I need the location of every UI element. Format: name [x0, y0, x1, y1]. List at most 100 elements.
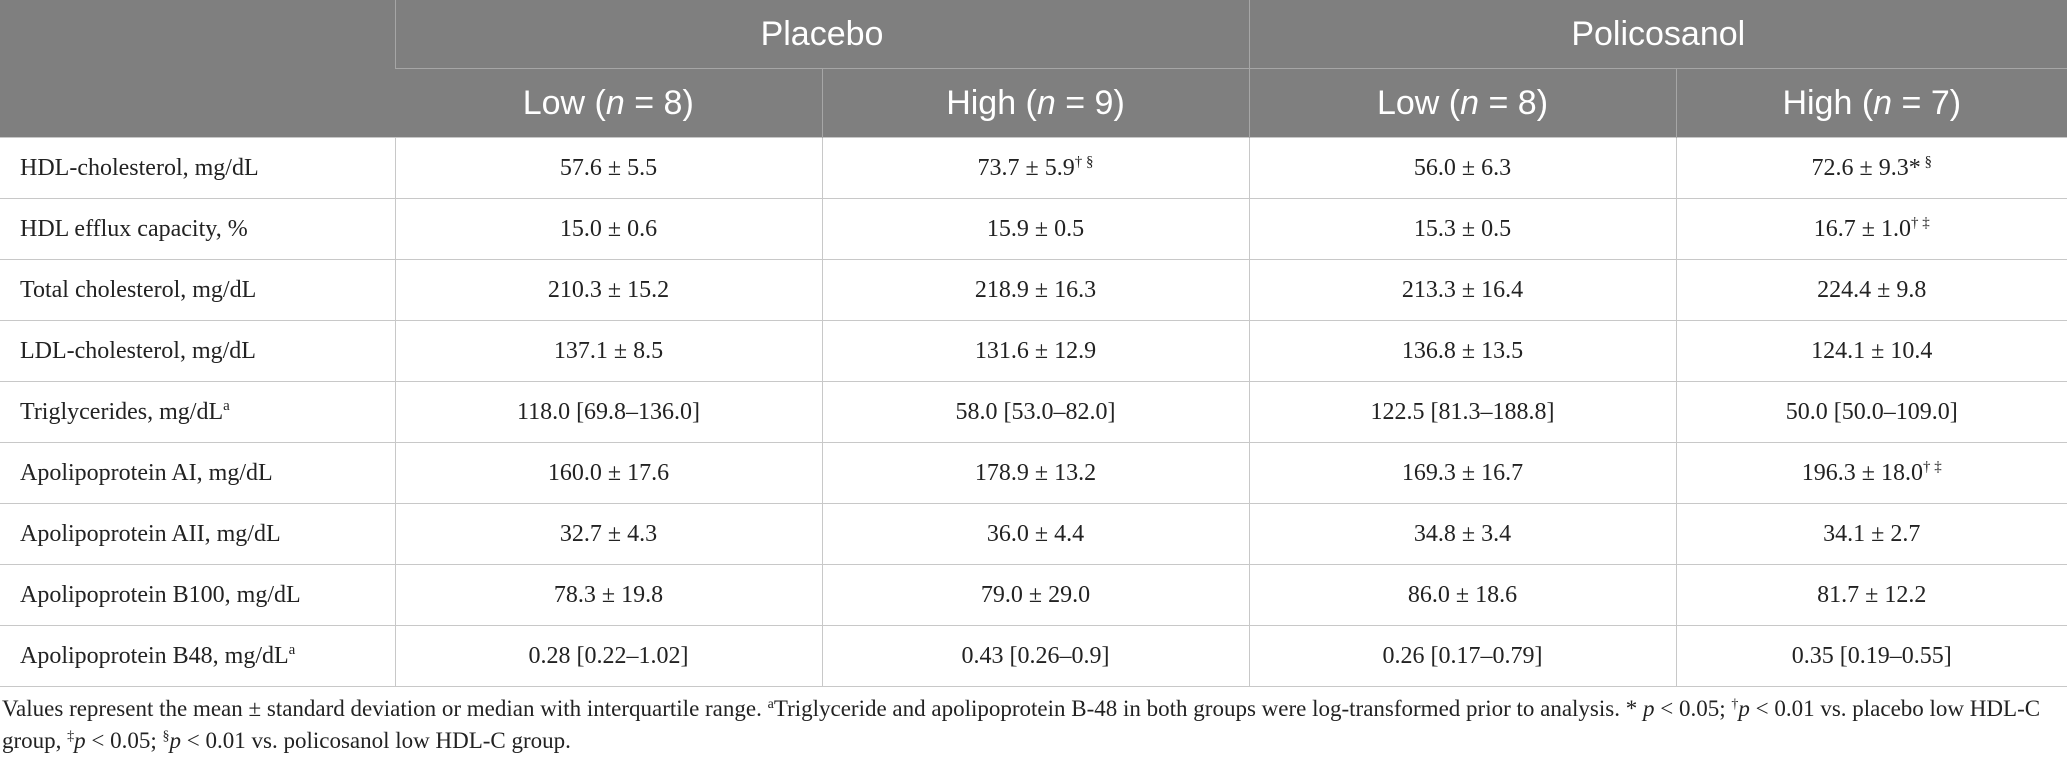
value-text: 36.0 ± 4.4 [986, 520, 1085, 547]
data-row: Apolipoprotein AI, mg/dL 160.0 ± 17.6 178.… [0, 442, 2067, 504]
row-label-text: Apolipoprotein B100, mg/dL [20, 581, 301, 608]
value-cell: 15.9 ± 0.5 [821, 198, 1250, 260]
footnote-segment: p [74, 728, 86, 753]
value-text: 137.1 ± 8.5 [553, 337, 664, 364]
footnote: Values represent the mean ± standard dev… [0, 687, 2067, 757]
row-label: LDL-cholesterol, mg/dL [0, 320, 396, 382]
footnote-segment: < 0.05; [85, 728, 163, 753]
value-cell: 32.7 ± 4.3 [394, 503, 823, 565]
value-cell: 78.3 ± 19.8 [394, 564, 823, 626]
subheader: High (n = 7) [1675, 68, 2067, 138]
footnote-segment: ‡ [67, 729, 75, 744]
value-text: 56.0 ± 6.3 [1413, 154, 1512, 181]
value-cell: 34.8 ± 3.4 [1248, 503, 1677, 565]
footnote-segment: Triglyceride and apolipoprotein B-48 in … [773, 696, 1643, 721]
value-cell: 79.0 ± 29.0 [821, 564, 1250, 626]
row-label: Apolipoprotein B48, mg/dLa [0, 625, 396, 687]
value-cell: 131.6 ± 12.9 [821, 320, 1250, 382]
value-text: 122.5 [81.3–188.8] [1370, 398, 1555, 425]
value-cell: 213.3 ± 16.4 [1248, 259, 1677, 321]
value-text: 224.4 ± 9.8 [1817, 276, 1927, 303]
significance-marker: § [1920, 153, 1932, 170]
value-text: 15.3 ± 0.5 [1413, 215, 1512, 242]
value-cell: 0.28 [0.22–1.02] [394, 625, 823, 687]
footnote-segment: < 0.01 vs. policosanol low HDL-C group. [181, 728, 571, 753]
value-cell: 160.0 ± 17.6 [394, 442, 823, 504]
subheader-italic: n [1036, 83, 1056, 122]
data-row: HDL-cholesterol, mg/dL 57.6 ± 5.5 73.7 ± 5… [0, 137, 2067, 199]
value-cell: 0.35 [0.19–0.55] [1675, 625, 2067, 687]
value-cell: 0.26 [0.17–0.79] [1248, 625, 1677, 687]
subheader-text: = 9) [1055, 83, 1125, 122]
value-cell: 16.7 ± 1.0† ‡ [1675, 198, 2067, 260]
value-cell: 86.0 ± 18.6 [1248, 564, 1677, 626]
row-label-text: Total cholesterol, mg/dL [20, 276, 257, 303]
value-cell: 137.1 ± 8.5 [394, 320, 823, 382]
value-text: 131.6 ± 12.9 [974, 337, 1097, 364]
value-text: 79.0 ± 29.0 [980, 581, 1091, 608]
table-body: HDL-cholesterol, mg/dL 57.6 ± 5.5 73.7 ± 5… [0, 137, 2067, 687]
subheader-text: = 7) [1892, 83, 1962, 122]
value-cell: 50.0 [50.0–109.0] [1675, 381, 2067, 443]
subheader: High (n = 9) [821, 68, 1249, 138]
value-cell: 124.1 ± 10.4 [1675, 320, 2067, 382]
row-label-text: HDL efflux capacity, % [20, 215, 248, 242]
value-text: 196.3 ± 18.0 [1801, 459, 1923, 486]
value-text: 16.7 ± 1.0 [1813, 215, 1911, 242]
footnote-segment: p [169, 728, 182, 753]
footnote-segment: Values represent the mean ± standard dev… [2, 696, 768, 721]
row-label-text: Triglycerides, mg/dL [20, 398, 224, 425]
value-text: 34.8 ± 3.4 [1413, 520, 1512, 547]
footnote-segment: < 0.01 vs. placebo low HDL-C group, [2, 696, 2041, 753]
row-label-text: Apolipoprotein B48, mg/dL [20, 642, 289, 669]
group-header: Policosanol [1248, 0, 2067, 69]
value-text: 0.35 [0.19–0.55] [1791, 642, 1952, 669]
value-cell: 178.9 ± 13.2 [821, 442, 1250, 504]
row-label-text: HDL-cholesterol, mg/dL [20, 154, 259, 181]
subheader: Low (n = 8) [395, 68, 822, 138]
subheader-text: High ( [1782, 83, 1874, 122]
row-label-text: Apolipoprotein AI, mg/dL [20, 459, 273, 486]
table-header: Placebo Policosanol Low (n = 8) High (n = 9… [0, 0, 2067, 138]
value-text: 178.9 ± 13.2 [974, 459, 1097, 486]
subheader: Low (n = 8) [1248, 68, 1676, 138]
value-text: 0.43 [0.26–0.9] [961, 642, 1110, 669]
row-label: Triglycerides, mg/dLa [0, 381, 396, 443]
row-label: Apolipoprotein B100, mg/dL [0, 564, 396, 626]
footnote-marker: a [288, 641, 296, 658]
footnote-segment: † [1731, 697, 1739, 712]
footnote-segment: p [1738, 696, 1750, 721]
value-cell: 218.9 ± 16.3 [821, 259, 1250, 321]
value-cell: 34.1 ± 2.7 [1675, 503, 2067, 565]
value-text: 57.6 ± 5.5 [559, 154, 658, 181]
data-row: Apolipoprotein AII, mg/dL 32.7 ± 4.3 36.0 … [0, 503, 2067, 565]
data-row: Total cholesterol, mg/dL 210.3 ± 15.2 218.… [0, 259, 2067, 321]
footnote-segment: § [162, 729, 170, 744]
row-label: Apolipoprotein AI, mg/dL [0, 442, 396, 504]
subheader-italic: n [1460, 83, 1480, 122]
data-table: Placebo Policosanol Low (n = 8) High (n = 9… [0, 0, 2067, 687]
value-cell: 15.3 ± 0.5 [1248, 198, 1677, 260]
value-text: 0.28 [0.22–1.02] [528, 642, 689, 669]
value-text: 50.0 [50.0–109.0] [1785, 398, 1958, 425]
subheader-text: Low ( [522, 83, 606, 122]
subheader-italic: n [605, 83, 625, 122]
significance-marker: † ‡ [1910, 214, 1930, 231]
value-cell: 210.3 ± 15.2 [394, 259, 823, 321]
value-cell: 81.7 ± 12.2 [1675, 564, 2067, 626]
subheader-text: High ( [946, 83, 1037, 122]
value-cell: 15.0 ± 0.6 [394, 198, 823, 260]
data-row: Apolipoprotein B100, mg/dL 78.3 ± 19.8 79.… [0, 564, 2067, 626]
value-cell: 72.6 ± 9.3* § [1675, 137, 2067, 199]
value-text: 86.0 ± 18.6 [1407, 581, 1518, 608]
value-text: 169.3 ± 16.7 [1401, 459, 1524, 486]
subheader-text: = 8) [1479, 83, 1549, 122]
value-text: 218.9 ± 16.3 [974, 276, 1097, 303]
value-text: 0.26 [0.17–0.79] [1382, 642, 1543, 669]
subheader-italic: n [1873, 83, 1893, 122]
value-text: 81.7 ± 12.2 [1817, 581, 1927, 608]
data-row: LDL-cholesterol, mg/dL 137.1 ± 8.5 131.6 ±… [0, 320, 2067, 382]
value-text: 78.3 ± 19.8 [553, 581, 664, 608]
row-label-text: LDL-cholesterol, mg/dL [20, 337, 256, 364]
